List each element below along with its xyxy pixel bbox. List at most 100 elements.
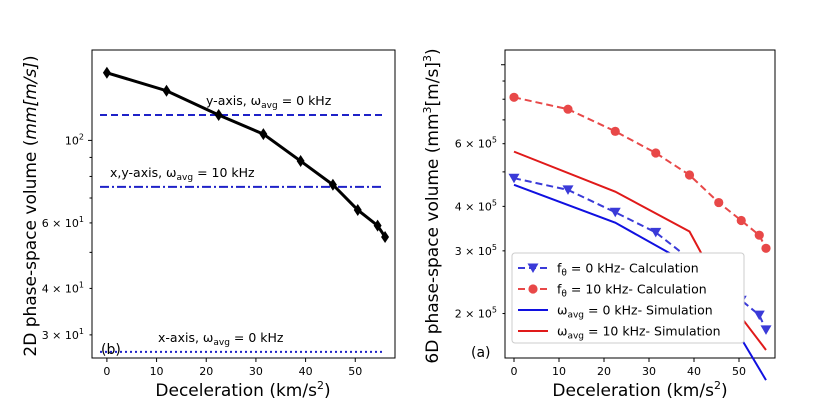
legend-entry-post: = 0 kHz- Simulation [584, 303, 713, 318]
ref-label-sub: avg [213, 338, 230, 348]
right-data-point [714, 197, 724, 208]
left-y-tick-base: 10 [65, 134, 79, 147]
left-data-point [162, 84, 171, 97]
right-y-tick-base: 6 × 10 [455, 138, 492, 151]
right-y-tick-exp: 5 [492, 198, 497, 207]
right-panel-label: (a) [471, 345, 491, 361]
left-data-point [102, 66, 111, 79]
right-data-point [508, 173, 520, 184]
right-data-point [684, 170, 695, 180]
left-data-point [373, 219, 382, 232]
right-x-tick-label: 0 [511, 365, 518, 378]
ref-label-suffix: = 0 kHz [278, 93, 332, 108]
left-data-point [296, 155, 305, 168]
left-y-tick-label: 3 × 101 [42, 327, 84, 342]
right-x-tick-label: 20 [597, 365, 611, 378]
right-x-tick-label: 10 [552, 365, 566, 378]
right-x-tick-label: 30 [642, 365, 656, 378]
ref-label-suffix: = 0 kHz [230, 330, 284, 345]
legend-entry-post: = 10 kHz- Simulation [584, 324, 721, 339]
left-x-tick-label: 20 [199, 365, 213, 378]
left-plot-frame [91, 49, 396, 359]
left-data-point [214, 109, 223, 122]
left-data-series [102, 66, 390, 243]
right-y-tick-exp: 5 [492, 306, 497, 315]
left-reference-label-1: y-axis, ωavg = 0 kHz [206, 93, 332, 111]
left-x-tick-label: 10 [150, 365, 164, 378]
legend-entry-post: = 10 kHz- Calculation [567, 282, 707, 297]
right-y-tick-base: 3 × 10 [455, 245, 492, 258]
right-data-point [736, 215, 746, 226]
right-data-point [609, 207, 621, 218]
right-y-tick-base: 4 × 10 [455, 200, 492, 213]
left-x-tick-label: 40 [299, 365, 313, 378]
left-reference-label-2: x,y-axis, ωavg = 10 kHz [110, 165, 255, 183]
legend-entry-4: ωavg = 10 kHz- Simulation [557, 324, 721, 342]
left-reference-label-3: x-axis, ωavg = 0 kHz [158, 330, 284, 348]
legend-entry-3: ωavg = 0 kHz- Simulation [557, 303, 713, 321]
right-y-tick-exp: 5 [492, 136, 497, 145]
right-data-point [651, 148, 661, 158]
ref-label-main: x-axis, ω [158, 330, 213, 345]
legend-entry-post: = 0 kHz- Calculation [567, 261, 699, 276]
legend-entry-pre: f [557, 282, 562, 297]
left-panel-label: (b) [101, 342, 121, 358]
right-x-axis-title: Deceleration (km/s2) [552, 379, 727, 401]
left-data-point [259, 128, 268, 141]
right-data-point [650, 227, 662, 238]
left-data-point [328, 178, 337, 191]
ref-label-sub: avg [177, 173, 194, 183]
left-x-tick-label: 30 [249, 365, 263, 378]
left-y-tick-exp: 2 [79, 132, 84, 141]
left-x-tick-label: 0 [103, 365, 110, 378]
legend-entry-pre: f [557, 261, 562, 276]
ref-label-suffix: = 10 kHz [193, 165, 255, 180]
left-y-tick-base: 3 × 10 [42, 329, 79, 342]
right-y-tick-label: 3 × 105 [455, 243, 497, 258]
left-y-tick-base: 4 × 10 [42, 282, 79, 295]
left-reference-lines [100, 114, 384, 353]
right-data-point [753, 310, 765, 321]
right-series-line-1 [513, 177, 767, 331]
left-y-tick-exp: 1 [79, 327, 84, 336]
right-data-point [562, 185, 574, 195]
right-data-point [563, 104, 573, 114]
right-y-tick-exp: 5 [492, 243, 497, 252]
left-x-ticks: 0 10 20 30 40 50 [103, 358, 362, 378]
left-y-tick-exp: 1 [79, 280, 84, 289]
left-y-axis-title: 2D phase-space volume (mm[m/s]) [21, 55, 41, 356]
legend-entry-sub: θ [561, 290, 567, 300]
right-data-series [508, 92, 772, 381]
left-data-point [381, 230, 390, 243]
left-y-tick-exp: 1 [79, 215, 84, 224]
legend-entry-sub: θ [561, 269, 567, 279]
right-data-point [761, 243, 771, 253]
right-x-ticks: 0 10 20 30 40 50 [511, 358, 746, 378]
left-y-tick-label: 4 × 101 [42, 280, 84, 295]
legend-box [511, 252, 745, 344]
right-y-tick-label: 2 × 105 [455, 306, 497, 321]
ref-label-sub: avg [261, 101, 278, 111]
legend-swatch-marker-2 [528, 284, 538, 294]
right-x-tick-label: 50 [732, 365, 746, 378]
legend-entry-1: fθ = 0 kHz- Calculation [557, 261, 699, 279]
right-plot-frame [504, 49, 776, 359]
left-x-axis-title: Deceleration (km/s2) [155, 379, 330, 401]
left-y-tick-label: 102 [65, 132, 84, 147]
right-data-point [610, 126, 620, 136]
left-y-tick-label: 6 × 101 [42, 215, 84, 230]
ref-label-main: x,y-axis, ω [110, 165, 177, 180]
left-x-tick-label: 50 [348, 365, 362, 378]
right-x-tick-label: 40 [687, 365, 701, 378]
right-y-tick-label: 6 × 105 [455, 136, 497, 151]
ref-label-main: y-axis, ω [206, 93, 261, 108]
legend-swatch-marker-1 [527, 263, 539, 273]
legend-entry-pre: ω [557, 303, 567, 318]
left-data-point [353, 203, 362, 216]
legend-entry-2: fθ = 10 kHz- Calculation [557, 282, 707, 300]
